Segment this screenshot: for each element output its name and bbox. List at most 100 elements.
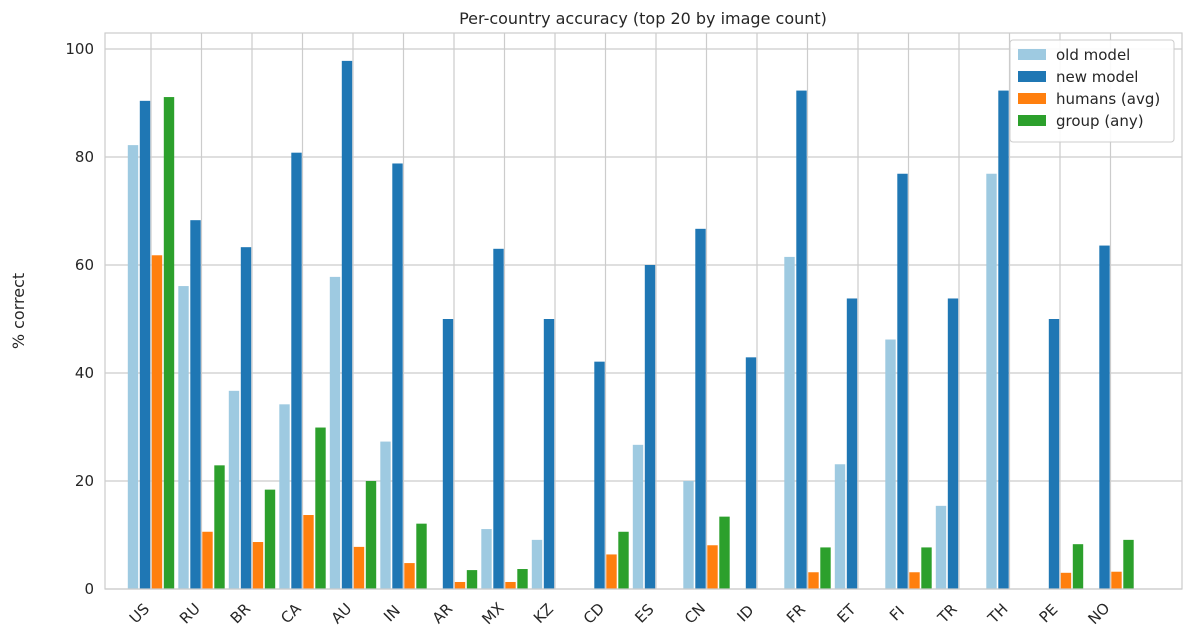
legend-swatch <box>1018 71 1046 82</box>
bar <box>707 545 718 589</box>
legend-swatch <box>1018 93 1046 104</box>
bar <box>618 531 629 589</box>
y-axis-label: % correct <box>9 273 28 349</box>
bar <box>897 173 908 590</box>
x-tick-label: ID <box>733 601 757 625</box>
legend-swatch <box>1018 115 1046 126</box>
bar <box>1099 245 1110 589</box>
bar <box>228 390 240 589</box>
bar <box>921 547 932 589</box>
bar <box>644 265 656 589</box>
bar <box>493 248 504 590</box>
chart-title: Per-country accuracy (top 20 by image co… <box>459 9 827 28</box>
bar <box>796 90 807 589</box>
bar <box>163 97 175 589</box>
bar <box>392 163 403 590</box>
bar <box>329 276 341 589</box>
bar <box>454 581 466 589</box>
bar <box>365 481 377 589</box>
bar <box>935 505 947 589</box>
bar <box>808 572 819 589</box>
bar <box>885 339 896 589</box>
legend-box <box>1009 39 1175 143</box>
bar <box>481 529 492 589</box>
bar <box>315 427 326 589</box>
bar <box>264 489 276 589</box>
bar <box>909 572 920 589</box>
bar <box>820 547 831 589</box>
y-tick-label: 40 <box>75 364 94 382</box>
bar <box>947 298 959 589</box>
bar <box>151 255 163 589</box>
bar <box>341 60 353 589</box>
x-tick-label: IN <box>380 602 404 626</box>
bar <box>683 481 694 589</box>
bar <box>442 319 454 589</box>
bar <box>202 531 213 589</box>
x-tick-label: BR <box>227 600 254 627</box>
y-tick-label: 80 <box>75 148 94 166</box>
bar <box>291 152 302 589</box>
bar <box>214 465 225 589</box>
bar <box>846 298 858 589</box>
bar <box>1048 319 1060 589</box>
legend-label: humans (avg) <box>1056 90 1160 108</box>
bar <box>505 581 516 589</box>
bar <box>466 570 478 589</box>
bar <box>594 361 605 589</box>
bar <box>1072 544 1084 589</box>
bar <box>404 563 415 589</box>
y-tick-label: 20 <box>75 472 94 490</box>
legend-swatch <box>1018 49 1046 60</box>
x-tick-label: FR <box>783 600 809 626</box>
bar <box>834 464 846 589</box>
bar <box>416 523 427 589</box>
bar <box>353 546 365 589</box>
grid <box>105 33 1182 590</box>
x-tick-label: ET <box>834 600 861 627</box>
x-tick-label: CD <box>580 599 608 627</box>
x-tick-label: FI <box>886 602 908 624</box>
legend-label: old model <box>1056 46 1130 64</box>
bar <box>303 515 314 589</box>
x-tick-label: RU <box>176 600 204 628</box>
bar <box>986 173 997 590</box>
bar <box>719 516 730 589</box>
bar <box>606 554 617 589</box>
x-tick-label: TH <box>984 600 1012 628</box>
y-tick-label: 0 <box>84 580 94 598</box>
bar <box>998 90 1009 589</box>
legend-label: new model <box>1056 68 1138 86</box>
bar <box>1111 571 1122 589</box>
bar <box>139 100 151 589</box>
plot-frame <box>104 32 1183 590</box>
bar <box>517 569 528 589</box>
x-ticks: US RU BR CA AU IN AR MX KZ CD ES CN ID FR ET FI TR TH PE NO <box>126 599 1114 628</box>
y-ticks: 0 20 40 60 80 100 <box>65 40 94 598</box>
x-tick-label: NO <box>1084 599 1113 628</box>
y-tick-label: 100 <box>65 40 94 58</box>
x-tick-label: CA <box>277 599 305 627</box>
x-tick-label: CN <box>681 599 709 627</box>
x-tick-label: AU <box>328 600 356 628</box>
y-tick-label: 60 <box>75 256 94 274</box>
bar <box>252 542 264 589</box>
bar <box>127 145 139 589</box>
bar <box>543 319 555 589</box>
x-tick-label: PE <box>1036 601 1062 627</box>
bar <box>531 539 543 589</box>
bar <box>380 441 391 589</box>
bar <box>695 228 706 589</box>
x-tick-label: AR <box>429 600 456 627</box>
bar <box>240 247 252 589</box>
bar <box>279 404 290 589</box>
x-tick-label: MX <box>478 599 507 628</box>
x-tick-label: US <box>126 600 153 627</box>
x-tick-label: ES <box>631 600 657 626</box>
bar <box>632 444 644 589</box>
bar <box>784 256 795 589</box>
legend-label: group (any) <box>1056 112 1144 130</box>
legend: old model new model humans (avg) group (any… <box>1009 39 1175 143</box>
bar <box>745 357 757 589</box>
